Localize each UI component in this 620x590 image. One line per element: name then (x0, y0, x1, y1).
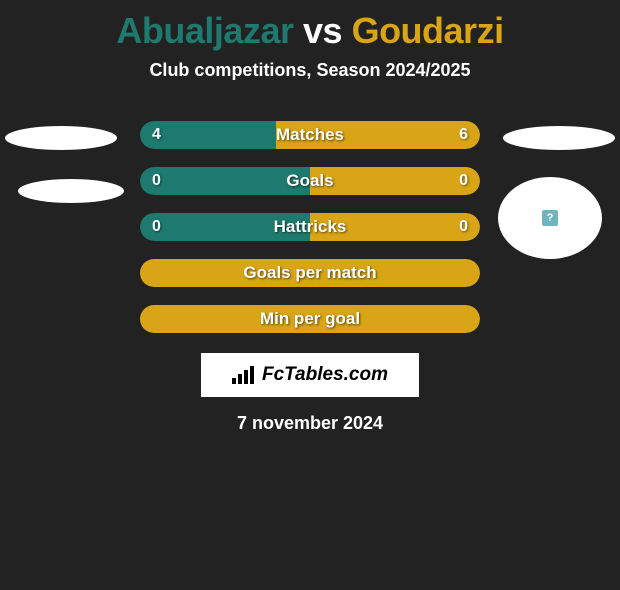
stat-value-right: 0 (459, 218, 468, 236)
stat-label: Hattricks (274, 217, 347, 237)
avatar-right-1 (503, 126, 615, 150)
stat-value-left: 0 (152, 218, 161, 236)
stat-label: Min per goal (260, 309, 360, 329)
stat-value-right: 0 (459, 172, 468, 190)
stat-label: Goals (286, 171, 333, 191)
stat-row: Min per goal (140, 305, 480, 333)
stat-row: 0 0 Goals (140, 167, 480, 195)
stat-value-left: 0 (152, 172, 161, 190)
page-title: Abualjazar vs Goudarzi (0, 10, 620, 52)
bar-left-fill (140, 167, 310, 195)
bar-right-fill (310, 167, 480, 195)
title-player-right: Goudarzi (352, 10, 504, 51)
stat-value-right: 6 (459, 126, 468, 144)
bar-chart-icon (232, 366, 254, 384)
comparison-area: ? 4 6 Matches 0 0 Goals 0 0 Hattricks Goals per m… (0, 121, 620, 333)
fctables-text: FcTables.com (262, 364, 388, 386)
title-player-left: Abualjazar (116, 10, 293, 51)
stat-label: Goals per match (243, 263, 376, 283)
fctables-badge[interactable]: FcTables.com (201, 353, 419, 397)
date: 7 november 2024 (0, 413, 620, 434)
stat-row: 4 6 Matches (140, 121, 480, 149)
stat-bars: 4 6 Matches 0 0 Goals 0 0 Hattricks Goals per mat… (140, 121, 480, 333)
avatar-right-2: ? (498, 177, 602, 259)
stat-row: Goals per match (140, 259, 480, 287)
avatar-left-2 (18, 179, 124, 203)
title-vs: vs (303, 10, 342, 51)
stat-value-left: 4 (152, 126, 161, 144)
avatar-left-1 (5, 126, 117, 150)
placeholder-icon: ? (542, 210, 558, 226)
stat-label: Matches (276, 125, 344, 145)
subtitle: Club competitions, Season 2024/2025 (0, 60, 620, 81)
stat-row: 0 0 Hattricks (140, 213, 480, 241)
